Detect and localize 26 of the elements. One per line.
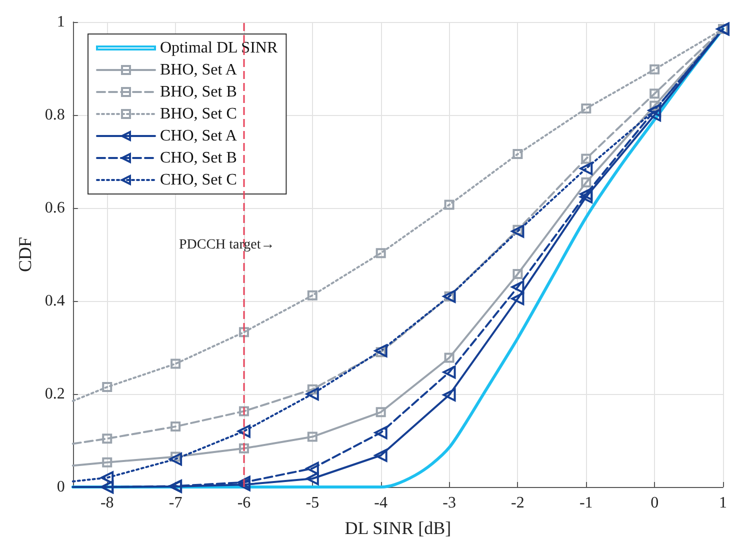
legend-label: CHO, Set A xyxy=(160,128,238,144)
x-tick-label: -8 xyxy=(100,494,114,512)
legend-label: CHO, Set B xyxy=(160,150,237,166)
x-tick-label: -7 xyxy=(168,494,182,512)
legend-label: Optimal DL SINR xyxy=(160,40,278,56)
x-tick-label: -4 xyxy=(374,494,388,512)
x-tick-label: -1 xyxy=(579,494,593,512)
y-tick-label: 1 xyxy=(56,14,65,30)
y-tick-label: 0.4 xyxy=(44,292,65,310)
legend-label: CHO, Set C xyxy=(160,172,237,188)
x-tick-label: -6 xyxy=(237,494,251,512)
y-axis-title: CDF xyxy=(15,236,35,272)
x-axis-title: DL SINR [dB] xyxy=(344,518,452,538)
y-tick-label: 0.2 xyxy=(44,386,65,402)
ref-line-label: PDCCH target→ xyxy=(178,238,275,252)
x-tick-label: 1 xyxy=(719,494,727,512)
legend-label: BHO, Set A xyxy=(160,62,238,78)
y-tick-label: 0 xyxy=(56,478,65,496)
legend-label: BHO, Set B xyxy=(160,84,237,100)
x-tick-label: -2 xyxy=(511,494,524,512)
x-tick-label: -3 xyxy=(442,494,456,512)
y-tick-label: 0.6 xyxy=(44,200,65,216)
legend-label: BHO, Set C xyxy=(160,106,237,122)
x-tick-label: 0 xyxy=(650,494,659,512)
y-tick-label: 0.8 xyxy=(44,106,65,124)
x-tick-label: -5 xyxy=(306,494,320,512)
